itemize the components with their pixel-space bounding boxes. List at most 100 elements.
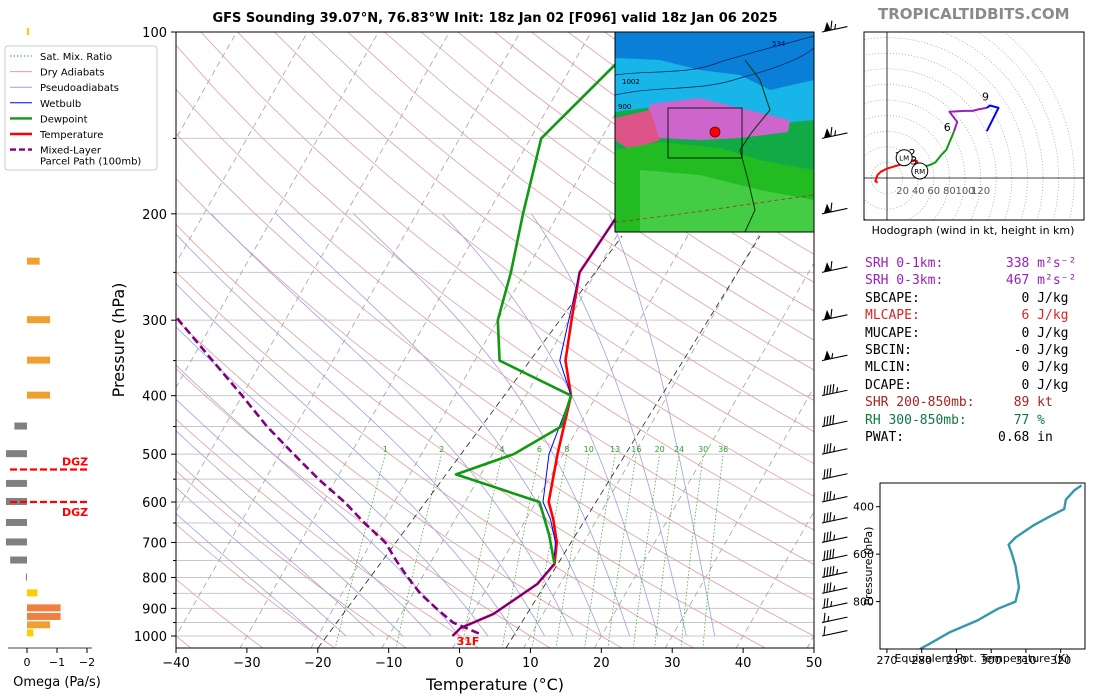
barb-half [833,534,836,541]
barb-staff [821,630,848,637]
mixing-ratio-label: 20 [655,445,665,454]
dry-adiabat-line [176,44,814,531]
mixing-ratio-line [531,454,568,648]
mixing-ratio-label: 36 [718,445,728,454]
skew-t-profiles [176,32,802,637]
dry-adiabat-line [347,32,814,371]
barb-staff [821,571,848,579]
index-row: SBCIN: -0 J/kg [865,342,1069,358]
barb-flag [826,597,829,608]
barb-half [830,601,833,607]
hodograph-tick-label: 100 [955,186,974,197]
theta-e-x-tick-label: 270 [876,654,897,667]
mixing-ratio-line [680,454,704,648]
isotherm-line [452,32,805,648]
dry-adiabat-line [176,271,695,648]
mixing-ratio-line [555,454,590,648]
theta-e-x-tick-label: 310 [1015,654,1036,667]
map-contour-label: 534 [772,40,786,48]
mixing-ratio-label: 30 [698,445,708,454]
omega-tick-label: −2 [79,656,95,669]
wind-barb [821,260,848,273]
hodograph-tick-label: 80 [943,186,956,197]
barb-flag [830,202,833,213]
wind-barb [821,597,848,609]
theta-e-x-tick-label: 320 [1050,654,1071,667]
hodograph-segment [917,130,956,170]
theta-e-axes: 270 280 290 300 310 320 400 600 800 [853,501,1071,667]
barb-flag [823,598,826,609]
isotherm-line [523,137,814,648]
barb-staff [821,266,848,273]
pseudoadiabat-line [176,459,375,637]
barb-flag [823,416,826,427]
index-row: MUCAPE: 0 J/kg [865,325,1069,341]
legend-label: Dry Adiabats [40,68,104,79]
barb-pennant [823,309,831,320]
mixing-ratio-label: 10 [584,445,594,454]
barb-half [836,568,839,575]
omega-bar [27,589,38,597]
omega-bar [27,612,61,620]
barb-flag [826,416,829,426]
omega-bar [27,629,34,637]
reference-line [317,235,623,648]
theta-e-y-tick-label: 600 [853,548,874,561]
hodograph-frame [863,31,1085,221]
isotherm-line [176,32,450,513]
x-tick-label: 30 [664,656,681,671]
legend-label: Temperature [39,130,103,141]
mixing-ratio-line [584,454,616,648]
mixing-ratio-line [334,454,386,648]
isotherm-line [381,32,734,648]
storm-motion-marker [911,162,929,180]
wind-barb [821,612,848,624]
barb-flag [829,490,832,501]
barb-flag [829,566,832,576]
theta-e-x-tick-label: 290 [946,654,967,667]
wind-barb [821,531,848,543]
pseudoadiabat-line [176,486,347,637]
legend-label: Pseudoadiabats [40,83,119,94]
dry-adiabat-line [200,32,814,497]
barb-staff [821,354,848,362]
hodograph-height-label: 2 [909,147,916,160]
y-tick-label: 400 [142,390,167,405]
mixing-ratio-label: 6 [537,445,542,454]
pseudoadiabat-line [176,513,319,637]
barb-flag [823,550,826,561]
barb-flag [826,531,829,542]
barb-flag [829,384,832,395]
barb-flag [823,444,826,454]
omega-bar [6,450,27,458]
hodograph-tick-label: 20 [896,186,909,197]
pseudoadiabat-line [176,430,404,637]
x-tick-label: −40 [162,656,189,671]
pseudoadiabat-line [353,213,631,637]
mixing-ratio-label: 4 [500,445,505,454]
pseudoadiabat-line [176,283,517,637]
wind-barb [821,308,848,321]
surface-temp-label: 31F [457,635,480,648]
omega-bar [27,391,51,399]
isotherm-line [664,386,814,648]
theta-e-ylabel: Pressure (hPa) [862,527,875,606]
theta-e-y-tick-label: 800 [853,596,874,609]
index-row: MLCIN: 0 J/kg [865,360,1069,376]
barb-half [831,353,834,359]
wind-barb [821,202,848,215]
barb-flag [826,582,829,593]
barb-flag [826,385,829,395]
pseudoadiabat-line [441,213,659,637]
skew-t-xlabel: Temperature (°C) [425,675,564,694]
index-row: RH 300-850mb: 77 % [865,412,1046,428]
y-tick-label: 900 [142,602,167,617]
wind-barb [821,20,848,33]
dry-adiabat-line [176,319,623,648]
inset-map: 534 1002 900 [615,32,814,232]
dry-adiabat-line [176,523,336,648]
barb-half [834,23,837,30]
legend-label: Parcel Path (100mb) [40,157,141,168]
dry-adiabat-line [176,223,767,648]
barb-half [833,515,836,521]
